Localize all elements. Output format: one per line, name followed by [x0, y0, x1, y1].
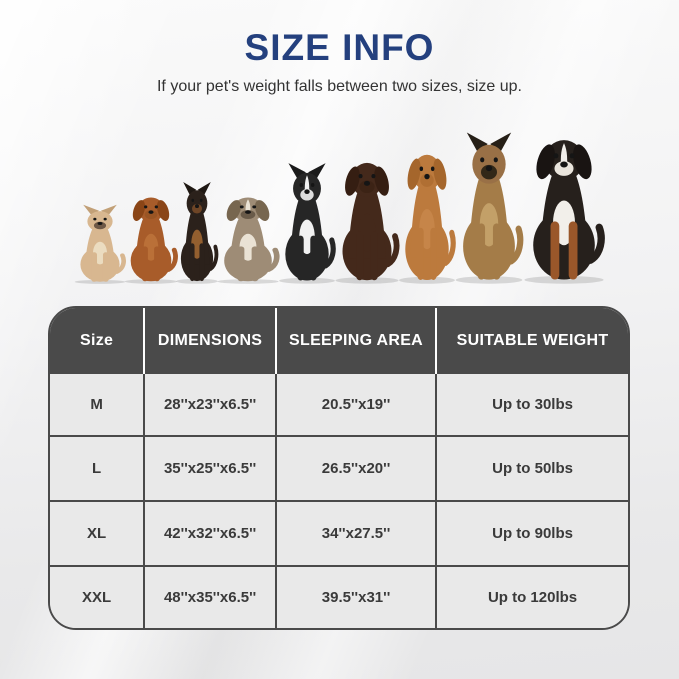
cell-sleeping-area: 34''x27.5'' [274, 499, 438, 568]
col-header-size: Size [50, 308, 146, 374]
cell-suitable-weight: Up to 50lbs [435, 434, 628, 502]
cell-size: M [50, 374, 146, 437]
size-chart: Size DIMENSIONS SLEEPING AREA SUITABLE W… [48, 306, 630, 630]
dog-vizsla [398, 154, 456, 284]
col-header-dimensions: DIMENSIONS [144, 308, 277, 374]
dog-miniature-pinscher [175, 181, 218, 284]
cell-sleeping-area: 26.5''x20'' [274, 434, 438, 502]
cell-sleeping-area: 39.5''x31'' [274, 565, 438, 628]
table-row-xl: XL 42''x32''x6.5'' 34''x27.5'' Up to 90l… [50, 499, 628, 568]
page-subtitle: If your pet's weight falls between two s… [156, 78, 522, 95]
page-title: SIZE INFO [244, 27, 435, 68]
table-row-xxl: XXL 48''x35''x6.5'' 39.5''x31'' Up to 12… [50, 565, 628, 628]
cell-dimensions: 35''x25''x6.5'' [143, 434, 277, 502]
cell-suitable-weight: Up to 90lbs [435, 499, 628, 568]
dog-german-shepherd [455, 132, 523, 284]
table-header-row: Size DIMENSIONS SLEEPING AREA SUITABLE W… [50, 308, 628, 374]
dog-bernese-mountain-dog [523, 140, 605, 284]
dog-border-collie [278, 163, 336, 284]
dogs-row [40, 114, 639, 284]
size-chart-table: Size DIMENSIONS SLEEPING AREA SUITABLE W… [50, 308, 628, 628]
table-row-l: L 35''x25''x6.5'' 26.5''x20'' Up to 50lb… [50, 434, 628, 502]
cell-sleeping-area: 20.5''x19'' [274, 374, 438, 437]
col-header-suitable-weight: SUITABLE WEIGHT [436, 308, 628, 374]
dog-french-bulldog [74, 204, 126, 284]
cell-suitable-weight: Up to 30lbs [435, 374, 628, 437]
dog-cavalier-king-charles-spaniel [124, 197, 178, 284]
cell-suitable-weight: Up to 120lbs [435, 565, 628, 628]
cell-dimensions: 48''x35''x6.5'' [143, 565, 277, 628]
cell-size: XL [50, 499, 146, 568]
cell-size: L [50, 434, 146, 502]
dog-chocolate-labrador [335, 162, 399, 284]
cell-dimensions: 28''x23''x6.5'' [143, 374, 277, 437]
dog-english-bulldog [216, 197, 280, 284]
cell-dimensions: 42''x32''x6.5'' [143, 499, 277, 568]
cell-size: XXL [50, 565, 146, 628]
col-header-sleeping-area: SLEEPING AREA [275, 308, 438, 374]
table-row-m: M 28''x23''x6.5'' 20.5''x19'' Up to 30lb… [50, 374, 628, 437]
